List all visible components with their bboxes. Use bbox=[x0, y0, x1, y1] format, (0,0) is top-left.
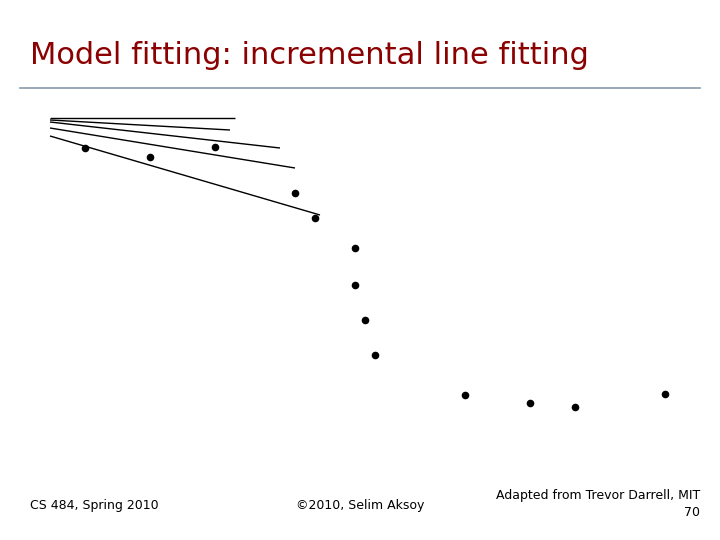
Point bbox=[289, 188, 301, 197]
Point bbox=[524, 399, 536, 407]
Point bbox=[660, 390, 671, 399]
Text: Adapted from Trevor Darrell, MIT: Adapted from Trevor Darrell, MIT bbox=[496, 489, 700, 503]
Text: CS 484, Spring 2010: CS 484, Spring 2010 bbox=[30, 498, 158, 511]
Point bbox=[144, 153, 156, 161]
Text: 70: 70 bbox=[684, 505, 700, 518]
Point bbox=[369, 350, 381, 359]
Point bbox=[210, 143, 221, 151]
Text: Model fitting: incremental line fitting: Model fitting: incremental line fitting bbox=[30, 40, 589, 70]
Point bbox=[79, 144, 91, 152]
Text: ©2010, Selim Aksoy: ©2010, Selim Aksoy bbox=[296, 498, 424, 511]
Point bbox=[310, 214, 321, 222]
Point bbox=[459, 390, 471, 399]
Point bbox=[570, 403, 581, 411]
Point bbox=[349, 244, 361, 252]
Point bbox=[349, 281, 361, 289]
Point bbox=[359, 316, 371, 325]
